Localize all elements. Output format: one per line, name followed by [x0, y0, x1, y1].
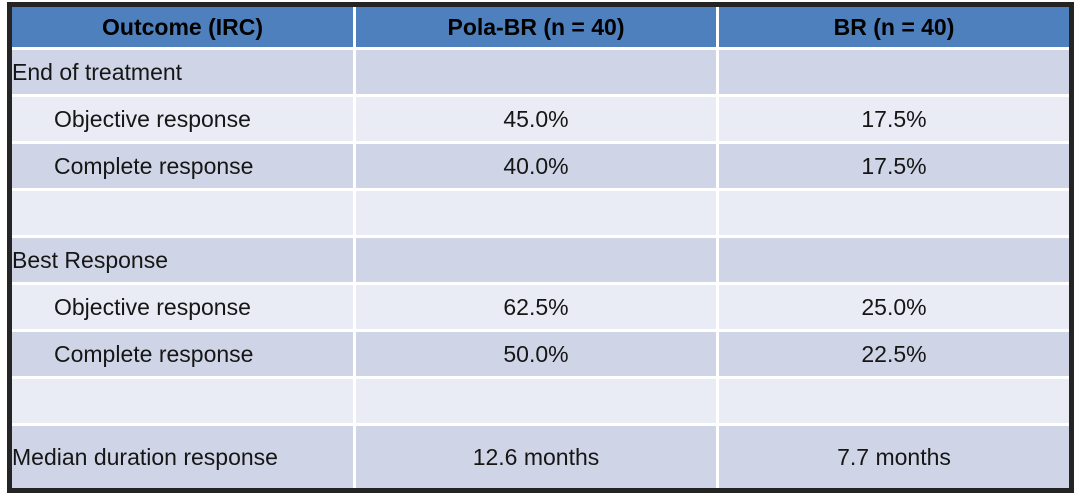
row-label	[8, 376, 356, 426]
pola-br-value	[353, 376, 719, 426]
br-value	[716, 47, 1073, 97]
br-value: 17.5%	[716, 141, 1073, 191]
pola-br-value: 40.0%	[353, 141, 719, 191]
row-label: Complete response	[8, 141, 356, 191]
br-value: 25.0%	[716, 282, 1073, 332]
column-header-pola-br: Pola-BR (n = 40)	[353, 3, 719, 50]
row-label: Best Response	[8, 235, 356, 285]
br-value: 22.5%	[716, 329, 1073, 379]
br-value	[716, 235, 1073, 285]
table-row-spacer	[8, 376, 1073, 426]
column-header-outcome: Outcome (IRC)	[8, 3, 356, 50]
table-row-best-response: Best Response	[8, 235, 1073, 285]
row-label: Median duration response	[8, 423, 356, 492]
row-label: End of treatment	[8, 47, 356, 97]
header-row: Outcome (IRC) Pola-BR (n = 40) BR (n = 4…	[8, 3, 1073, 50]
table-row-end-of-treatment: End of treatment	[8, 47, 1073, 97]
outcomes-table: Outcome (IRC) Pola-BR (n = 40) BR (n = 4…	[7, 2, 1074, 493]
br-value: 7.7 months	[716, 423, 1073, 492]
table-row-eot-complete-response: Complete response 40.0% 17.5%	[8, 141, 1073, 191]
table-row-median-duration-response: Median duration response 12.6 months 7.7…	[8, 423, 1073, 492]
br-value: 17.5%	[716, 94, 1073, 144]
row-label: Objective response	[8, 282, 356, 332]
pola-br-value: 50.0%	[353, 329, 719, 379]
br-value	[716, 188, 1073, 238]
column-header-br: BR (n = 40)	[716, 3, 1073, 50]
row-label: Complete response	[8, 329, 356, 379]
table-row-eot-objective-response: Objective response 45.0% 17.5%	[8, 94, 1073, 144]
pola-br-value: 12.6 months	[353, 423, 719, 492]
row-label	[8, 188, 356, 238]
pola-br-value: 62.5%	[353, 282, 719, 332]
table-row-best-complete-response: Complete response 50.0% 22.5%	[8, 329, 1073, 379]
br-value	[716, 376, 1073, 426]
pola-br-value	[353, 235, 719, 285]
pola-br-value	[353, 188, 719, 238]
table-row-best-objective-response: Objective response 62.5% 25.0%	[8, 282, 1073, 332]
pola-br-value: 45.0%	[353, 94, 719, 144]
pola-br-value	[353, 47, 719, 97]
row-label: Objective response	[8, 94, 356, 144]
slide-canvas: Outcome (IRC) Pola-BR (n = 40) BR (n = 4…	[7, 2, 1074, 493]
table-row-spacer	[8, 188, 1073, 238]
